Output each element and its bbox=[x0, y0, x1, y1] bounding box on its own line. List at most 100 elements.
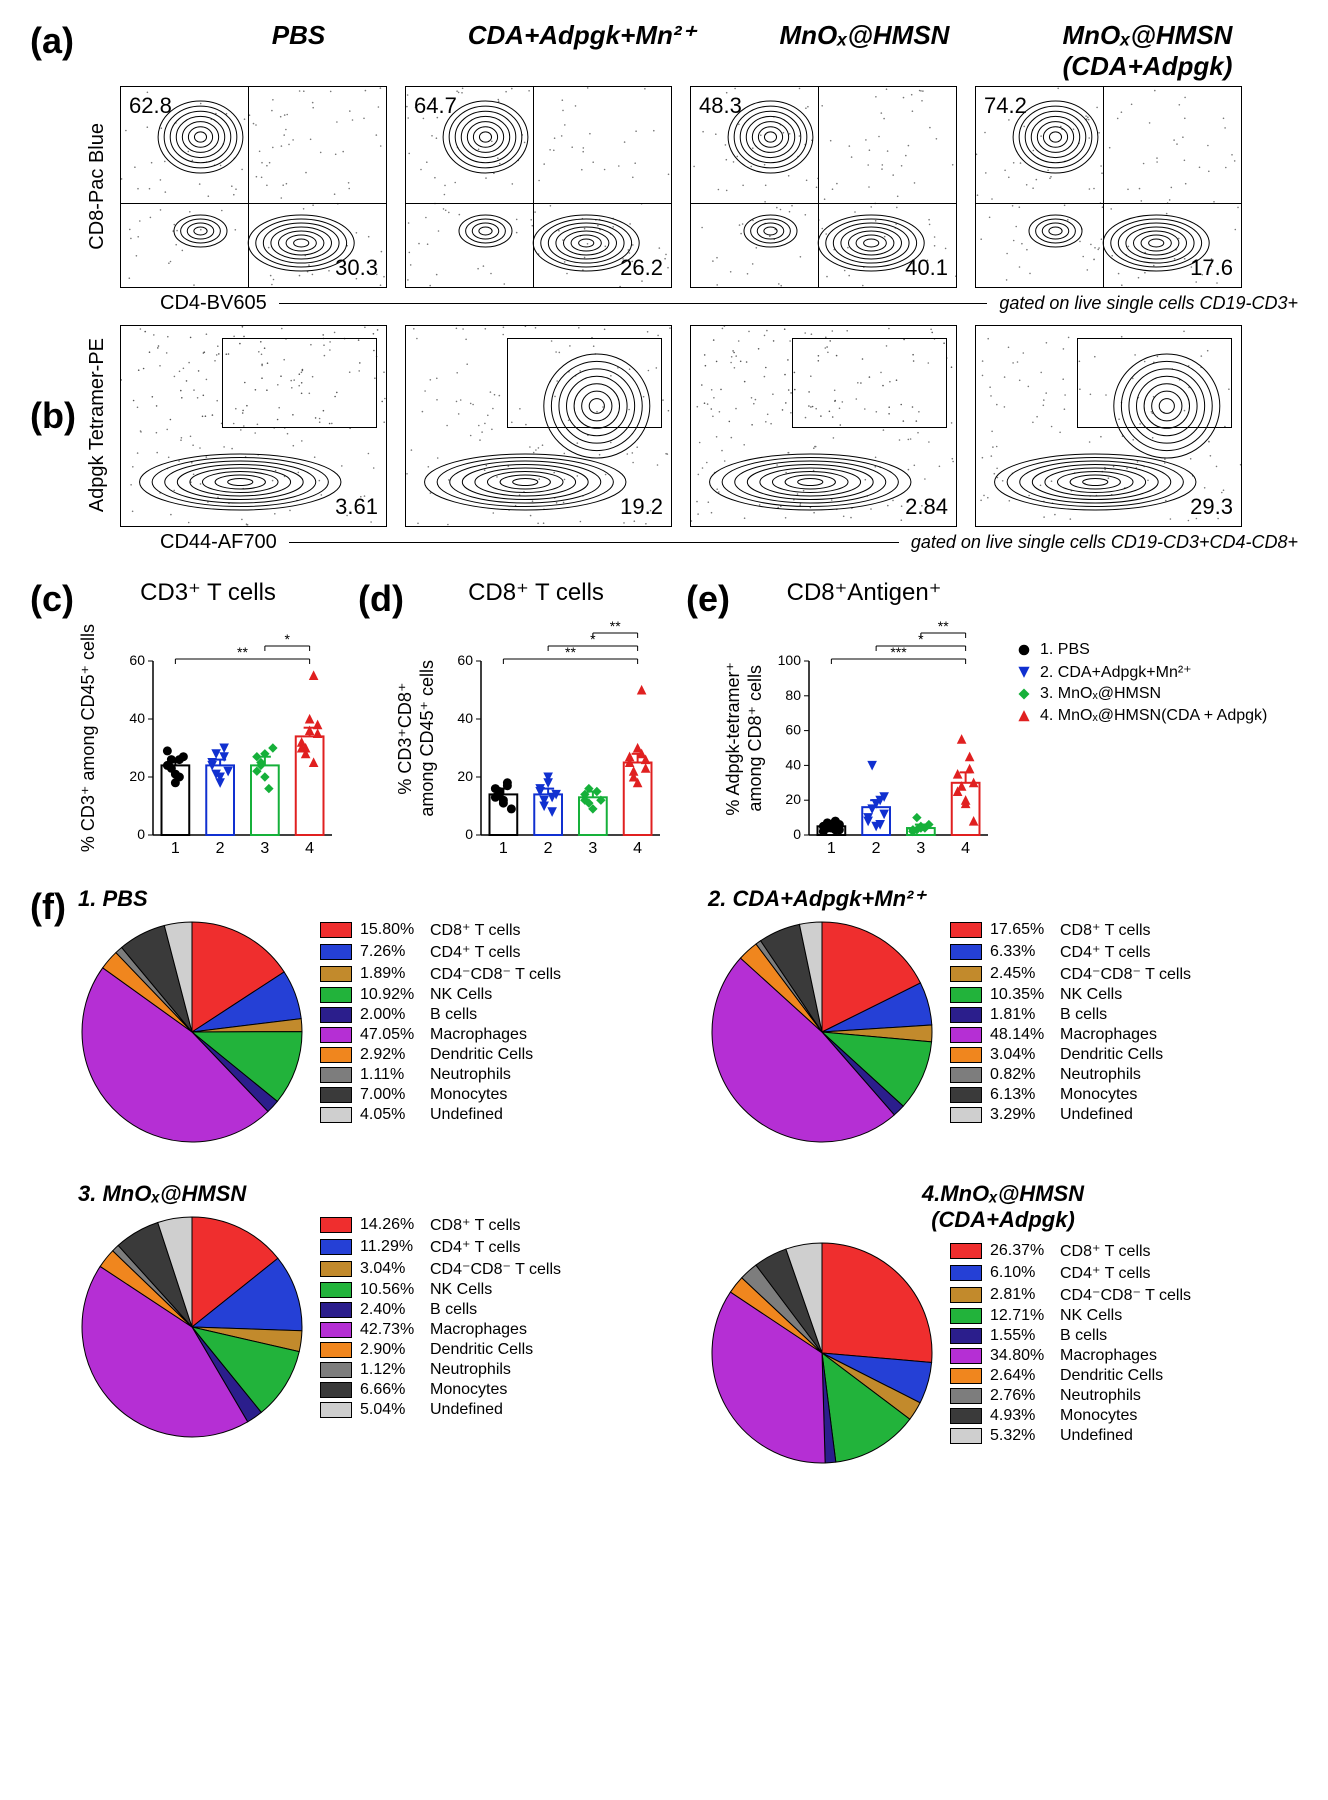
pie-legend-item: 47.05%Macrophages bbox=[320, 1026, 561, 1044]
pie-legend-item: 10.56%NK Cells bbox=[320, 1281, 561, 1299]
pie-legend-item: 3.04%Dendritic Cells bbox=[950, 1046, 1191, 1064]
pie-legend-item: 3.29%Undefined bbox=[950, 1106, 1191, 1124]
svg-text:**: ** bbox=[237, 644, 248, 660]
flow-value-lr: 19.2 bbox=[620, 494, 663, 520]
pie-legend-item: 2.00%B cells bbox=[320, 1006, 561, 1024]
pie-legend-item: 11.29%CD4⁺ T cells bbox=[320, 1237, 561, 1257]
panel-f-label: (f) bbox=[30, 886, 66, 927]
pie-legend-item: 1.81%B cells bbox=[950, 1006, 1191, 1024]
pie-legend-item: 4.93%Monocytes bbox=[950, 1407, 1191, 1425]
pie-legend-item: 2.81%CD4⁻CD8⁻ T cells bbox=[950, 1285, 1191, 1305]
pie-legend-item: 2.40%B cells bbox=[320, 1301, 561, 1319]
panel-a-ylabel: CD8-Pac Blue bbox=[86, 123, 109, 250]
flow-value-lr: 2.84 bbox=[905, 494, 948, 520]
pie-legend-item: 5.04%Undefined bbox=[320, 1401, 561, 1419]
bar-chart-d: CD8⁺ T cells % CD3⁺CD8⁺among CD45⁺ cells… bbox=[406, 578, 666, 866]
column-header-1: CDA+Adpgk+Mn²⁺ bbox=[449, 20, 714, 82]
group-legend-item: 1. PBS bbox=[1014, 640, 1267, 660]
bar-title: CD8⁺Antigen⁺ bbox=[734, 578, 994, 607]
flow-cell: 64.7 26.2 bbox=[405, 86, 672, 288]
pie-legend-item: 2.76%Neutrophils bbox=[950, 1387, 1191, 1405]
pie-legend: 26.37%CD8⁺ T cells6.10%CD4⁺ T cells2.81%… bbox=[950, 1239, 1191, 1447]
panel-b-label: (b) bbox=[30, 395, 76, 436]
flow-value-lr: 3.61 bbox=[335, 494, 378, 520]
pie-legend-item: 2.64%Dendritic Cells bbox=[950, 1367, 1191, 1385]
svg-text:100: 100 bbox=[778, 652, 802, 668]
svg-text:**: ** bbox=[610, 618, 621, 634]
flow-value-lr: 26.2 bbox=[620, 255, 663, 281]
pie-title: 2. CDA+Adpgk+Mn²⁺ bbox=[708, 886, 1298, 912]
bar-chart-e: CD8⁺Antigen⁺ % Adpgk-tetramer⁺among CD8⁺… bbox=[734, 578, 994, 866]
pie-legend-item: 5.32%Undefined bbox=[950, 1427, 1191, 1445]
svg-text:4: 4 bbox=[961, 840, 970, 857]
pie-legend-item: 14.26%CD8⁺ T cells bbox=[320, 1215, 561, 1235]
group-legend-item: 4. MnOₓ@HMSN(CDA + Adpgk) bbox=[1014, 706, 1267, 726]
pie-legend-item: 48.14%Macrophages bbox=[950, 1026, 1191, 1044]
svg-text:1: 1 bbox=[499, 840, 508, 857]
flow-value-lr: 40.1 bbox=[905, 255, 948, 281]
pie-legend-item: 2.90%Dendritic Cells bbox=[320, 1341, 561, 1359]
panel-c-label: (c) bbox=[30, 578, 74, 619]
svg-text:40: 40 bbox=[785, 756, 801, 772]
pie-legend-item: 2.45%CD4⁻CD8⁻ T cells bbox=[950, 964, 1191, 984]
pie-legend-item: 17.65%CD8⁺ T cells bbox=[950, 920, 1191, 940]
panel-b-xlabel: CD44-AF700 bbox=[160, 531, 277, 554]
svg-text:2: 2 bbox=[544, 840, 553, 857]
flow-value-ul: 62.8 bbox=[129, 93, 172, 119]
svg-text:20: 20 bbox=[129, 768, 145, 784]
flow-cell: 74.217.6 bbox=[975, 86, 1242, 288]
pie-legend: 15.80%CD8⁺ T cells7.26%CD4⁺ T cells1.89%… bbox=[320, 918, 561, 1126]
pie-legend-item: 6.33%CD4⁺ T cells bbox=[950, 942, 1191, 962]
pie-title: 1. PBS bbox=[78, 886, 668, 912]
flow-value-lr: 29.3 bbox=[1190, 494, 1233, 520]
pie-legend-item: 6.66%Monocytes bbox=[320, 1381, 561, 1399]
panel-b-gated: gated on live single cells CD19-CD3+CD4-… bbox=[911, 532, 1298, 553]
bar-ylabel: % Adpgk-tetramer⁺among CD8⁺ cells bbox=[722, 662, 766, 816]
pie-legend-item: 15.80%CD8⁺ T cells bbox=[320, 920, 561, 940]
pie-legend-item: 7.00%Monocytes bbox=[320, 1086, 561, 1104]
pie-legend-item: 0.82%Neutrophils bbox=[950, 1066, 1191, 1084]
pie-legend-item: 7.26%CD4⁺ T cells bbox=[320, 942, 561, 962]
column-header-3: MnOₓ@HMSN(CDA+Adpgk) bbox=[1015, 20, 1280, 82]
svg-text:2: 2 bbox=[872, 840, 881, 857]
bar-ylabel: % CD3⁺ among CD45⁺ cells bbox=[77, 624, 99, 852]
pie-legend-item: 1.11%Neutrophils bbox=[320, 1066, 561, 1084]
panel-e-label: (e) bbox=[686, 578, 730, 619]
panel-d-label: (d) bbox=[358, 578, 404, 619]
bar-ylabel: % CD3⁺CD8⁺among CD45⁺ cells bbox=[394, 660, 438, 817]
pie-legend-item: 26.37%CD8⁺ T cells bbox=[950, 1241, 1191, 1261]
svg-text:3: 3 bbox=[916, 840, 925, 857]
pie-legend-item: 2.92%Dendritic Cells bbox=[320, 1046, 561, 1064]
pie-legend-item: 4.05%Undefined bbox=[320, 1106, 561, 1124]
flow-cell: 62.8 30.3 bbox=[120, 86, 387, 288]
svg-text:4: 4 bbox=[633, 840, 642, 857]
bar-chart-c: CD3⁺ T cells % CD3⁺ among CD45⁺ cells 0 2… bbox=[78, 578, 338, 866]
pie-legend-item: 3.04%CD4⁻CD8⁻ T cells bbox=[320, 1259, 561, 1279]
flow-value-lr: 30.3 bbox=[335, 255, 378, 281]
svg-text:40: 40 bbox=[129, 710, 145, 726]
pie-legend-item: 12.71%NK Cells bbox=[950, 1307, 1191, 1325]
pie-legend-item: 42.73%Macrophages bbox=[320, 1321, 561, 1339]
bar-title: CD3⁺ T cells bbox=[78, 578, 338, 607]
svg-text:0: 0 bbox=[137, 826, 145, 842]
group-legend-item: 2. CDA+Adpgk+Mn²⁺ bbox=[1014, 662, 1267, 682]
pie-legend-item: 34.80%Macrophages bbox=[950, 1347, 1191, 1365]
pie-legend-item: 1.89%CD4⁻CD8⁻ T cells bbox=[320, 964, 561, 984]
svg-text:**: ** bbox=[938, 618, 949, 634]
flow-cell: 29.3 bbox=[975, 325, 1242, 527]
svg-text:0: 0 bbox=[793, 826, 801, 842]
pie-legend-item: 6.13%Monocytes bbox=[950, 1086, 1191, 1104]
column-header-2: MnOₓ@HMSN bbox=[732, 20, 997, 82]
svg-text:1: 1 bbox=[827, 840, 836, 857]
svg-text:20: 20 bbox=[785, 791, 801, 807]
pie-chart bbox=[708, 1239, 936, 1467]
pie-legend-item: 1.55%B cells bbox=[950, 1327, 1191, 1345]
flow-value-ul: 64.7 bbox=[414, 93, 457, 119]
group-legend: 1. PBS2. CDA+Adpgk+Mn²⁺3. MnOₓ@HMSN4. Mn… bbox=[1014, 638, 1267, 728]
bar-title: CD8⁺ T cells bbox=[406, 578, 666, 607]
svg-text:4: 4 bbox=[305, 840, 314, 857]
svg-text:60: 60 bbox=[129, 652, 145, 668]
panel-a-xlabel: CD4-BV605 bbox=[160, 292, 267, 315]
flow-value-ul: 74.2 bbox=[984, 93, 1027, 119]
svg-text:2: 2 bbox=[216, 840, 225, 857]
